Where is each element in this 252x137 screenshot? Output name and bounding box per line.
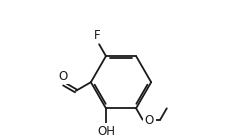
Text: O: O	[58, 70, 68, 83]
Text: OH: OH	[97, 125, 114, 137]
Text: F: F	[94, 29, 101, 42]
Text: O: O	[144, 114, 153, 127]
